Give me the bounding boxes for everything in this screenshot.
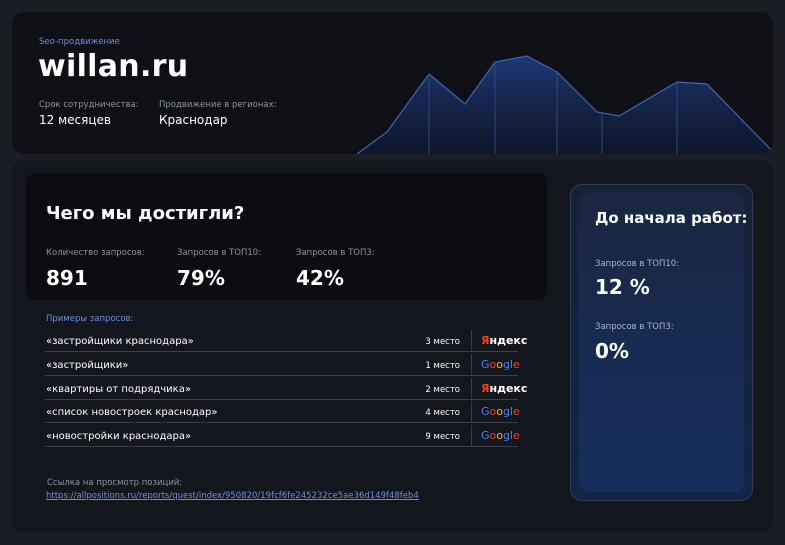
region-value: Краснодар [159, 113, 228, 127]
query-text: «застройщики» [46, 360, 129, 371]
query-text: «список новостроек краснодар» [46, 407, 218, 418]
stat-label-top3: Запросов в ТОП3: [296, 248, 375, 258]
header-card: Seo-продвижение willan.ru Срок сотруднич… [12, 12, 773, 154]
term-label: Срок сотрудничества: [39, 100, 139, 110]
query-row: «застройщики краснодара» 3 место Яндекс [45, 330, 527, 352]
yandex-logo-initial: Я [481, 382, 490, 395]
stat-value-top10: 79% [177, 266, 225, 290]
report-link[interactable]: https://allpositions.ru/reports/quest/in… [46, 491, 419, 501]
service-eyebrow: Seo-продвижение [39, 37, 120, 47]
row-divider [471, 378, 472, 399]
query-row: «новостройки краснодара» 9 место Google [45, 425, 520, 447]
row-divider [471, 330, 472, 351]
term-value: 12 месяцев [39, 113, 111, 127]
site-title: willan.ru [38, 49, 189, 84]
before-card-glow [579, 193, 744, 492]
query-text: «квартиры от подрядчика» [46, 384, 191, 395]
yandex-logo: Яндекс [481, 382, 528, 395]
query-row: «застройщики» 1 место Google [45, 354, 520, 376]
google-logo: Google [481, 405, 520, 418]
achievements-title: Чего мы достигли? [46, 203, 245, 224]
row-divider [471, 354, 472, 375]
yandex-logo-initial: Я [481, 334, 490, 347]
examples-label: Примеры запросов: [46, 314, 134, 324]
query-text: «новостройки краснодара» [46, 431, 192, 442]
query-place: 2 место [425, 385, 460, 395]
row-divider [471, 425, 472, 446]
stat-label-top10: Запросов в ТОП10: [177, 248, 262, 258]
before-top3-label: Запросов в ТОП3: [595, 322, 674, 332]
yandex-logo: Яндекс [481, 334, 528, 347]
query-row: «список новостроек краснодар» 4 место Go… [45, 401, 520, 423]
query-place: 1 место [425, 361, 460, 371]
results-card: Чего мы достигли? Количество запросов: 8… [12, 160, 773, 533]
before-card: До начала работ: Запросов в ТОП10: 12 % … [570, 184, 753, 501]
google-logo: Google [481, 429, 520, 442]
query-place: 9 место [425, 432, 460, 442]
stat-value-top3: 42% [296, 266, 344, 290]
google-logo: Google [481, 358, 520, 371]
query-place: 3 место [425, 337, 460, 347]
mountain-chart-decoration [357, 55, 773, 154]
query-place: 4 место [425, 408, 460, 418]
before-top10-label: Запросов в ТОП10: [595, 259, 680, 269]
before-top3-value: 0% [595, 339, 629, 363]
query-text: «застройщики краснодара» [46, 336, 194, 347]
query-row: «квартиры от подрядчика» 2 место Яндекс [45, 378, 527, 400]
stat-label-queries: Количество запросов: [46, 248, 145, 258]
before-title: До начала работ: [595, 209, 748, 227]
report-link-label: Ссылка на просмотр позиций: [47, 478, 183, 488]
region-label: Продвижение в регионах: [159, 100, 277, 110]
row-divider [471, 401, 472, 422]
before-top10-value: 12 % [595, 275, 650, 299]
stat-value-queries: 891 [46, 266, 88, 290]
achievements-card: Чего мы достигли? Количество запросов: 8… [26, 173, 547, 300]
